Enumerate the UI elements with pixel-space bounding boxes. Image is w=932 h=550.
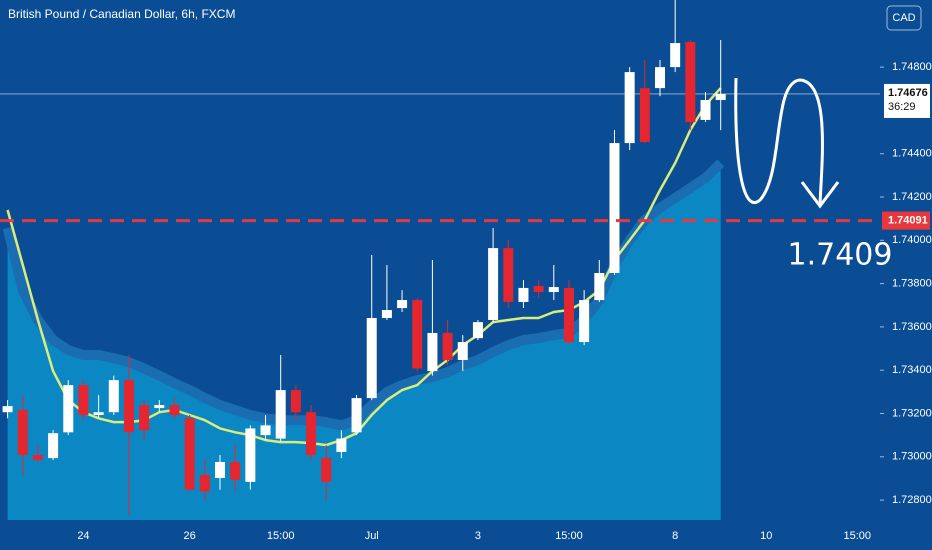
candle-body xyxy=(366,318,377,399)
plot xyxy=(0,0,880,520)
y-tick-label: 1.74200 xyxy=(892,191,932,203)
candle-body xyxy=(154,405,165,409)
y-tick-label: 1.73000 xyxy=(892,451,932,463)
candle-body xyxy=(321,458,332,482)
candle-body xyxy=(48,433,59,459)
countdown: 36:29 xyxy=(888,101,916,113)
y-tick-label: 1.74400 xyxy=(892,148,932,160)
candle-body xyxy=(336,438,347,453)
candle-body xyxy=(715,93,726,101)
x-tick-label: 26 xyxy=(184,530,196,542)
candle-body xyxy=(685,41,696,123)
level-badge xyxy=(882,211,930,230)
candle-body xyxy=(427,332,438,372)
candle-body xyxy=(351,398,362,433)
last-price-badge xyxy=(884,83,930,118)
level-label: 1.74091 xyxy=(888,215,928,227)
candle-body xyxy=(260,425,271,436)
last-price-label: 1.74676 xyxy=(888,87,928,99)
candle-body xyxy=(518,287,529,302)
candle-body xyxy=(32,455,43,461)
x-tick-label: 8 xyxy=(672,530,678,542)
candle-body xyxy=(457,342,468,361)
candle-body xyxy=(169,405,180,416)
y-tick-label: 1.73400 xyxy=(892,364,932,376)
candle-body xyxy=(563,287,574,343)
x-tick-label: 10 xyxy=(760,530,772,542)
forecast-arrow xyxy=(734,77,824,205)
candle-body xyxy=(123,380,134,433)
candle-body xyxy=(548,287,559,293)
candle-body xyxy=(139,405,150,431)
candle-body xyxy=(609,143,620,273)
candle-body xyxy=(93,412,104,416)
candle-body xyxy=(594,272,605,301)
candle-body xyxy=(533,285,544,293)
y-tick-label: 1.73800 xyxy=(892,278,932,290)
candle-body xyxy=(442,332,453,361)
x-tick-label: Jul xyxy=(365,530,379,542)
y-tick-label: 1.73600 xyxy=(892,321,932,333)
y-tick-label: 1.72800 xyxy=(892,494,932,506)
candle-body xyxy=(78,385,89,416)
candle-body xyxy=(2,406,13,413)
target-annotation: 1.7409 xyxy=(788,238,893,273)
x-tick-label: 15:00 xyxy=(555,530,583,542)
candle-body xyxy=(63,385,74,433)
x-tick-label: 15:00 xyxy=(267,530,295,542)
candle-body xyxy=(290,390,301,413)
candle-body xyxy=(503,248,514,302)
chart-title: British Pound / Canadian Dollar, 6h, FXC… xyxy=(8,7,235,21)
candle-body xyxy=(639,88,650,143)
candle-body xyxy=(184,418,195,490)
x-tick-label: 3 xyxy=(475,530,481,542)
candle-body xyxy=(381,310,392,319)
candle-body xyxy=(412,300,423,369)
candle-body xyxy=(397,300,408,309)
candle-body xyxy=(472,322,483,339)
candle-body xyxy=(700,100,711,120)
candle-body xyxy=(17,410,28,456)
candle-body xyxy=(579,300,590,343)
candle-body xyxy=(215,461,225,479)
currency-label[interactable]: CAD xyxy=(892,12,915,24)
candle-body xyxy=(488,248,499,320)
candle-body xyxy=(245,428,256,482)
candle-body xyxy=(655,67,665,89)
candle-body xyxy=(306,412,317,456)
candle-body xyxy=(670,43,681,68)
currency-button[interactable] xyxy=(886,5,922,31)
candle-body xyxy=(230,461,241,480)
y-tick-label: 1.74800 xyxy=(892,61,932,73)
arrow-head xyxy=(800,181,840,209)
candle-body xyxy=(275,390,286,439)
y-tick-label: 1.73200 xyxy=(892,407,932,419)
y-tick-label: 1.74000 xyxy=(892,234,932,246)
x-tick-label: 15:00 xyxy=(843,530,871,542)
candle-body xyxy=(624,72,635,144)
candle-body xyxy=(108,380,119,413)
candle-body xyxy=(199,474,210,492)
x-tick-label: 24 xyxy=(77,530,89,542)
